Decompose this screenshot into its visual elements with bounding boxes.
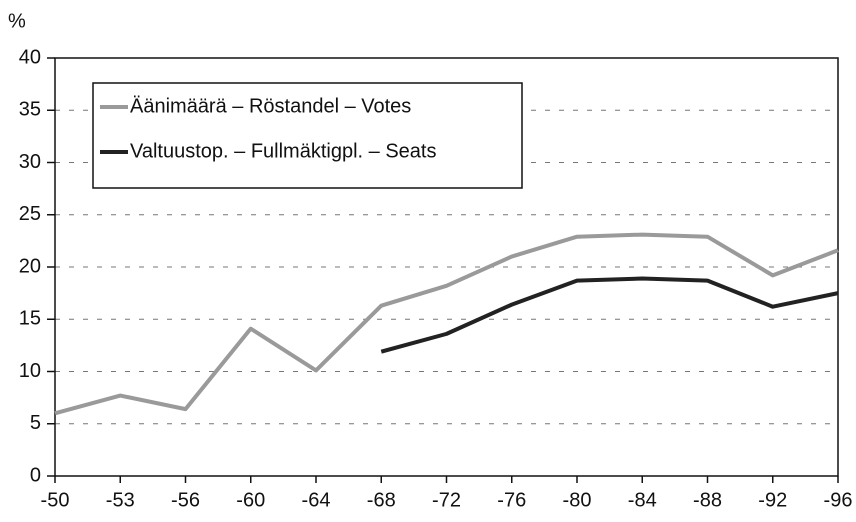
- x-tick-label: -50: [41, 489, 70, 511]
- x-tick-label: -76: [497, 489, 526, 511]
- x-tick-label: -96: [824, 489, 853, 511]
- x-tick-label: -88: [693, 489, 722, 511]
- x-tick-label: -68: [367, 489, 396, 511]
- y-tick-label: 0: [30, 464, 41, 486]
- y-tick-label: 5: [30, 412, 41, 434]
- series-line: [380, 276, 839, 354]
- y-tick-label: 20: [19, 255, 41, 277]
- x-tick-label: -84: [628, 489, 657, 511]
- x-tick-label: -92: [758, 489, 787, 511]
- y-tick-label: 30: [19, 151, 41, 173]
- legend-label: Valtuustop. – Fullmäktigpl. – Seats: [130, 140, 436, 162]
- legend-box: [92, 82, 523, 189]
- legend-label: Äänimäärä – Röstandel – Votes: [130, 95, 411, 117]
- x-tick-label: -53: [106, 489, 135, 511]
- x-tick-label: -56: [171, 489, 200, 511]
- y-tick-label: 40: [19, 46, 41, 68]
- y-tick-label: 10: [19, 360, 41, 382]
- x-tick-label: -72: [432, 489, 461, 511]
- x-tick-label: -64: [302, 489, 331, 511]
- x-tick-label: -60: [236, 489, 265, 511]
- y-tick-label: 15: [19, 308, 41, 330]
- series-line: [54, 232, 839, 416]
- x-tick-label: -80: [563, 489, 592, 511]
- y-axis-label: %: [8, 10, 26, 32]
- y-tick-label: 25: [19, 203, 41, 225]
- y-tick-label: 35: [19, 99, 41, 121]
